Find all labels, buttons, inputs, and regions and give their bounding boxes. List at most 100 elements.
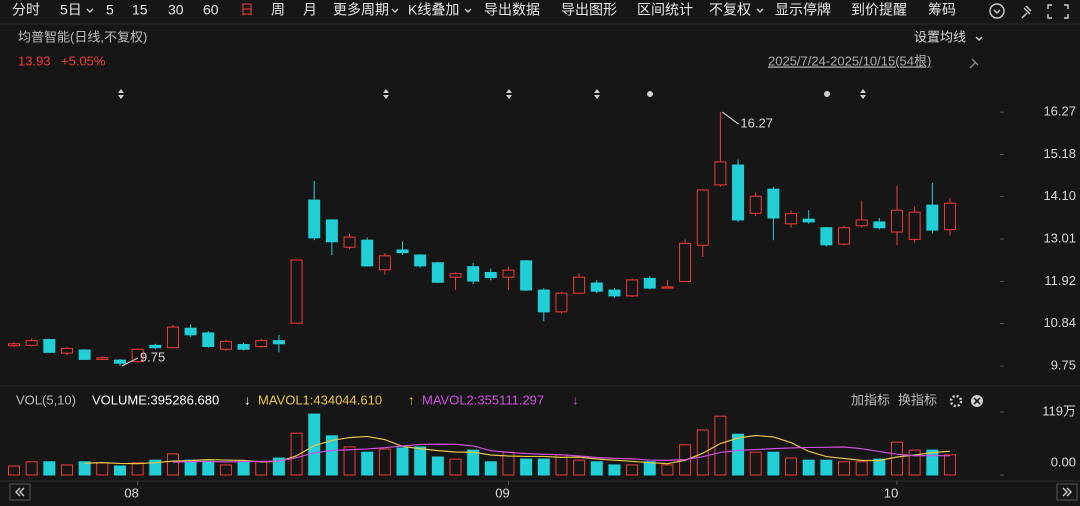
volume-bar <box>626 464 639 476</box>
volume-bar <box>255 460 268 476</box>
mavol1: MAVOL1:434044.610 <box>258 392 382 407</box>
expand-icon[interactable] <box>1047 4 1069 19</box>
candle-body <box>361 239 374 267</box>
volume-bar <box>60 464 73 476</box>
candle-body <box>873 221 886 229</box>
volume-bar <box>749 451 762 476</box>
candle-body <box>396 249 409 254</box>
candle-body <box>290 259 303 324</box>
candle-body <box>855 219 868 227</box>
y-tick-label: 0.00 <box>1051 454 1076 469</box>
volume-bar <box>608 464 621 476</box>
switch-indicator[interactable]: 换指标 <box>898 392 937 407</box>
ma-settings[interactable]: 设置均线 <box>914 29 966 44</box>
volume-bar <box>696 429 709 476</box>
candle-body <box>555 292 568 313</box>
star-marker[interactable] <box>647 91 653 97</box>
volume-bar <box>8 465 20 476</box>
candle-body <box>696 189 709 246</box>
candle-body <box>802 218 815 223</box>
menu[interactable]: K线叠加 <box>408 2 459 18</box>
date-range[interactable]: 2025/7/24-2025/10/15(54根) <box>768 53 931 68</box>
tab[interactable]: 5日 <box>60 2 82 18</box>
candle-body <box>820 227 833 246</box>
candle-body <box>8 343 20 347</box>
annotation-arrow <box>121 357 139 367</box>
volume-bar <box>802 459 815 476</box>
volume-bar <box>908 449 921 476</box>
candle-body <box>626 279 639 297</box>
volume-bar <box>785 457 798 476</box>
scroll-right[interactable] <box>1056 483 1078 501</box>
tab[interactable]: 5 <box>106 2 114 18</box>
chevrons <box>86 8 764 13</box>
x-tick-label: 09 <box>495 485 509 500</box>
tab[interactable]: 30 <box>168 2 184 18</box>
volume-bar <box>149 459 162 476</box>
volume-bar <box>431 456 444 476</box>
annotation: 9.75 <box>140 349 165 364</box>
star-marker[interactable] <box>824 91 830 97</box>
candle-body <box>785 213 798 225</box>
volume-bar <box>537 458 550 476</box>
candle-body <box>184 327 197 336</box>
button[interactable]: 导出图形 <box>561 2 617 18</box>
indicator-name: VOL(5,10) <box>16 392 76 407</box>
candle-body <box>891 209 903 233</box>
collapse-icon[interactable] <box>989 3 1005 19</box>
tab[interactable]: 15 <box>132 2 148 18</box>
scroll-left[interactable] <box>9 483 31 501</box>
y-tick-label: 9.75 <box>1051 357 1076 372</box>
candle-body <box>537 289 550 313</box>
volume-bar <box>467 449 480 476</box>
menu[interactable]: 更多周期 <box>333 2 389 18</box>
volume-bar <box>378 448 391 476</box>
candle-body <box>255 340 268 348</box>
button[interactable]: 到价提醒 <box>851 2 907 18</box>
tab[interactable]: 周 <box>271 2 285 18</box>
menu[interactable]: 不复权 <box>709 2 751 18</box>
tab-selected[interactable]: 日 <box>240 2 254 18</box>
settings-icon[interactable] <box>949 394 963 408</box>
volume-bar <box>396 447 409 476</box>
candle-body <box>449 273 462 278</box>
volume-bar <box>290 432 303 476</box>
pin-icon[interactable] <box>1021 5 1032 19</box>
stock-title: 均普智能(日线,不复权) <box>18 29 147 44</box>
candle-body <box>608 289 621 297</box>
button[interactable]: 显示停牌 <box>775 2 831 18</box>
candle-body <box>467 266 480 282</box>
candle-body <box>219 340 232 350</box>
volume-bar <box>714 415 727 476</box>
volume-bar <box>855 461 868 476</box>
volume-bar <box>343 446 356 476</box>
candle-body <box>926 204 939 231</box>
y-tick-label: 119万 <box>1042 403 1076 418</box>
tab[interactable]: 月 <box>303 2 317 18</box>
candle-body <box>908 211 921 240</box>
scroll-left-icon <box>15 487 25 497</box>
volume-bar <box>838 461 851 476</box>
volume-bar <box>661 464 674 476</box>
tab[interactable]: 分时 <box>12 2 40 18</box>
add-indicator[interactable]: 加指标 <box>851 392 890 407</box>
tab[interactable]: 60 <box>203 2 219 18</box>
price-change: +5.05% <box>61 53 106 68</box>
pin-icon[interactable] <box>969 58 979 69</box>
volume-bar <box>943 454 956 476</box>
y-tick-label: 10.84 <box>1043 315 1076 330</box>
candle-body <box>78 349 91 360</box>
candle-body <box>520 260 533 291</box>
chevron <box>975 36 983 41</box>
y-tick-label: 14.10 <box>1043 188 1076 203</box>
event-markers <box>118 89 866 99</box>
candle-body <box>113 359 126 364</box>
annotation: 16.27 <box>740 116 773 131</box>
button[interactable]: 导出数据 <box>484 2 540 18</box>
volume-bar <box>113 465 126 476</box>
volume-bar <box>202 460 215 476</box>
button[interactable]: 区间统计 <box>637 2 693 18</box>
volume-bar <box>732 433 745 476</box>
candle-body <box>943 202 956 231</box>
button[interactable]: 筹码 <box>928 2 956 18</box>
